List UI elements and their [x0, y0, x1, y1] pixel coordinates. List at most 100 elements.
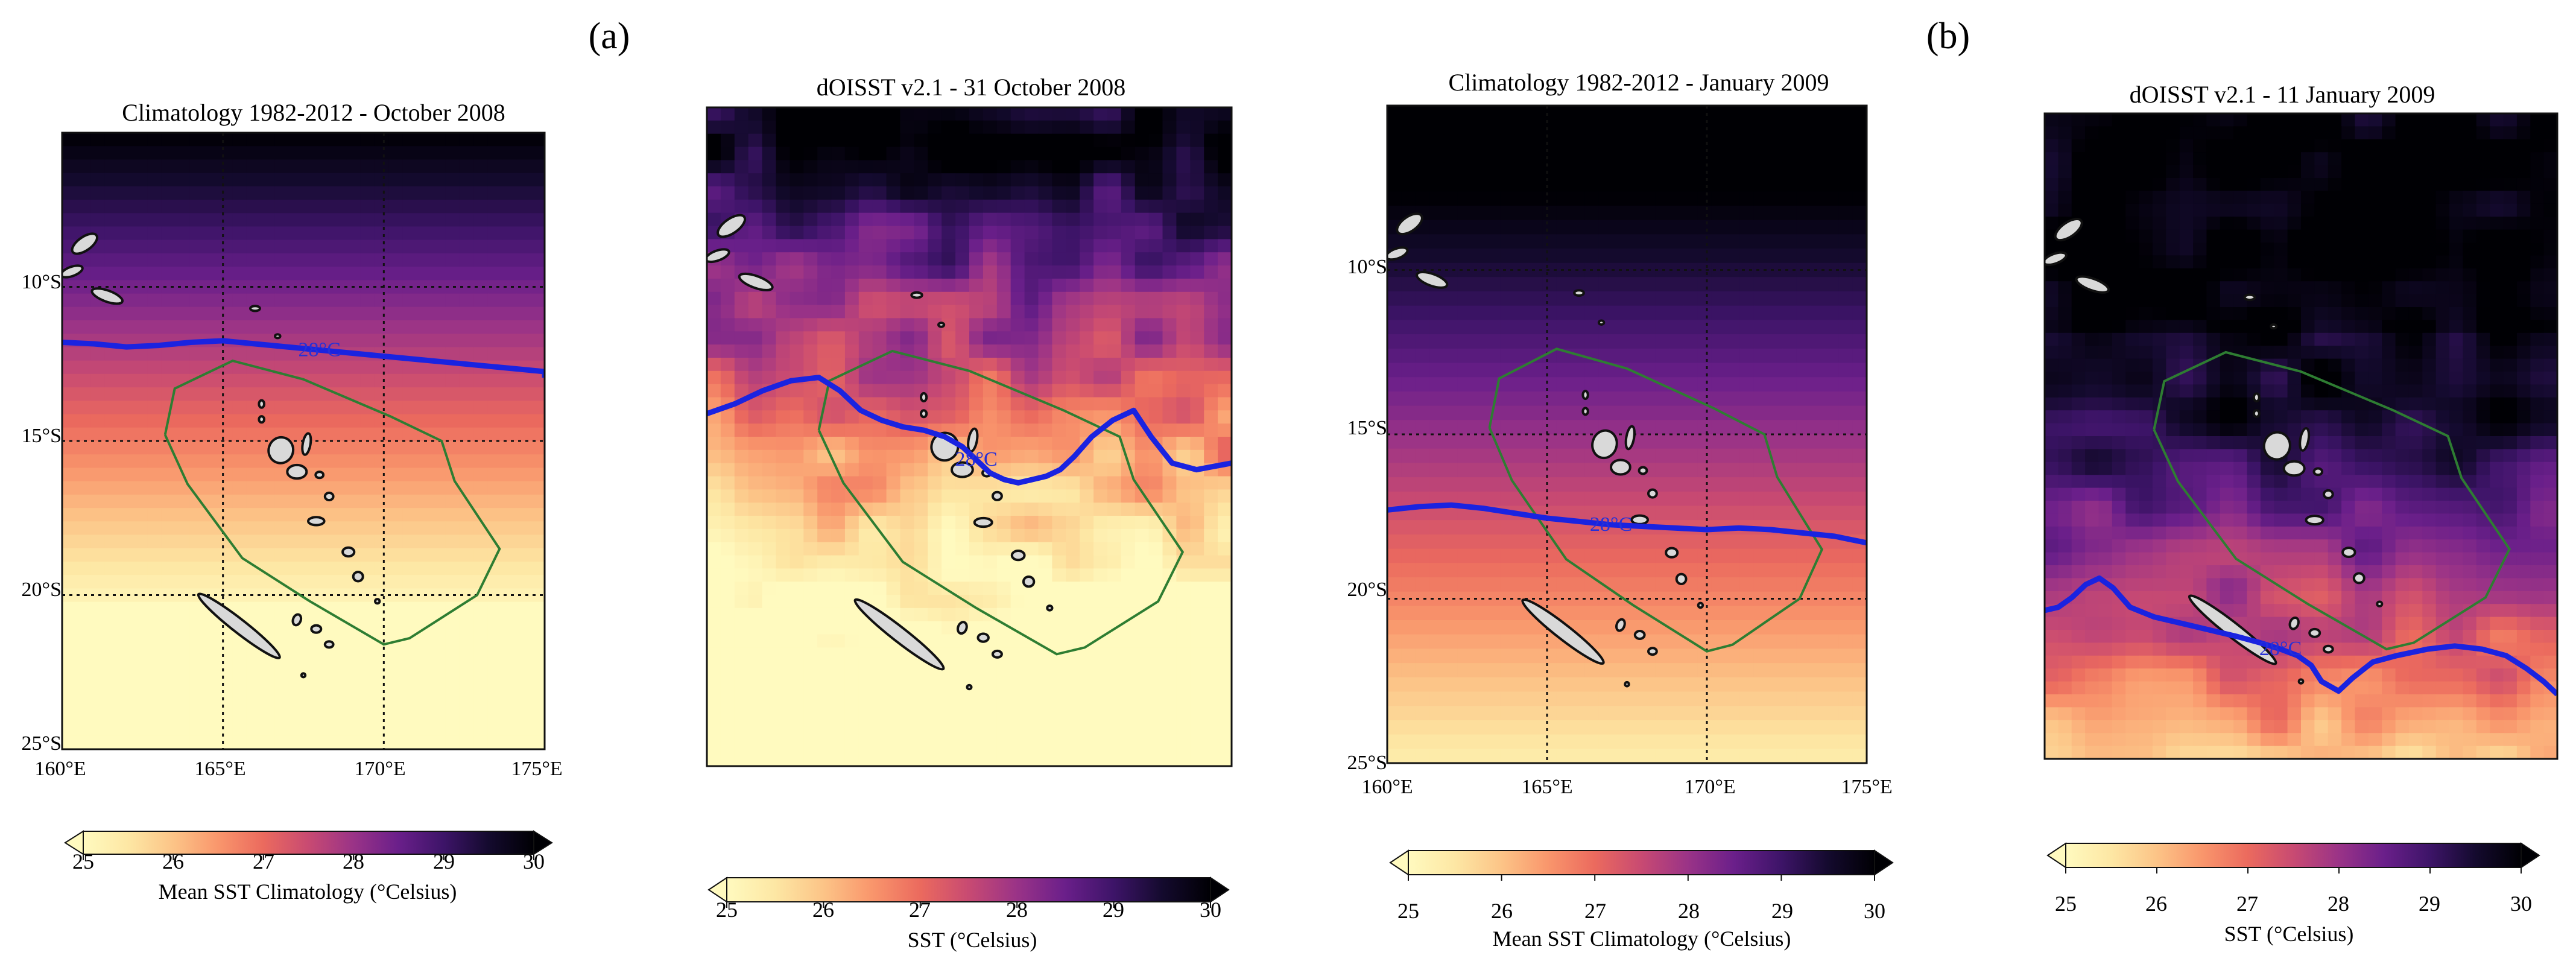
sst-cell [900, 107, 915, 121]
sst-cell [1782, 162, 1797, 178]
sst-cell [1010, 252, 1025, 266]
sst-cell [803, 107, 818, 121]
sst-cell [1204, 516, 1218, 530]
sst-cell [1697, 620, 1712, 635]
sst-cell [246, 668, 262, 683]
sst-cell [1669, 291, 1684, 306]
sst-cell [1176, 239, 1191, 253]
sst-cell [941, 568, 956, 582]
sst-cell [374, 441, 389, 455]
map-frame [706, 106, 1233, 767]
sst-cell [803, 595, 818, 609]
sst-cell [914, 305, 928, 319]
sst-cell [1148, 199, 1163, 214]
sst-cell [1838, 134, 1853, 149]
sst-cell [473, 481, 489, 495]
sst-cell [161, 601, 176, 616]
sst-cell [1401, 448, 1416, 464]
sst-cell [1093, 740, 1108, 753]
sst-cell [748, 160, 763, 174]
sst-cell [332, 320, 347, 334]
sst-cell [1080, 713, 1094, 728]
sst-cell [1598, 663, 1613, 678]
sst-cell [1457, 220, 1472, 235]
sst-cell [1514, 420, 1529, 435]
sst-cell [218, 213, 233, 227]
sst-cell [1107, 542, 1122, 556]
sst-cell [1641, 563, 1656, 578]
sst-cell [1080, 503, 1094, 516]
sst-cell [817, 186, 832, 200]
sst-cell [1148, 621, 1163, 635]
sst-cell [1838, 220, 1853, 235]
sst-cell [133, 414, 148, 428]
sst-cell [1655, 477, 1670, 492]
sst-cell [1190, 595, 1204, 609]
sst-cell [303, 200, 318, 214]
sst-cell [133, 494, 148, 509]
sst-cell [1542, 249, 1557, 264]
sst-cell [983, 212, 998, 227]
sst-cell [914, 331, 928, 345]
sst-cell [516, 722, 531, 737]
island [991, 490, 1003, 501]
sst-cell [189, 159, 204, 174]
sst-cell [1010, 239, 1025, 253]
sst-cell [831, 542, 846, 556]
sst-cell [941, 687, 956, 701]
sst-cell [374, 521, 389, 536]
sst-cell [459, 387, 474, 401]
sst-cell [1429, 405, 1445, 420]
sst-cell [1810, 277, 1825, 292]
sst-cell [502, 146, 517, 160]
sst-cell [928, 199, 942, 214]
sst-cell [161, 173, 176, 187]
sst-cell [360, 226, 375, 241]
sst-cell [886, 687, 901, 701]
sst-cell [1218, 147, 1232, 160]
sst-cell [1190, 107, 1204, 121]
sst-cell [955, 278, 970, 293]
sst-cell [502, 427, 517, 442]
sst-cell [1542, 277, 1557, 292]
sst-cell [346, 401, 361, 415]
sst-cell [1500, 677, 1515, 693]
sst-cell [872, 226, 887, 240]
sst-cell [803, 713, 818, 728]
sst-cell [1429, 205, 1445, 221]
sst-cell [459, 468, 474, 482]
sst-cell [1598, 205, 1613, 221]
sst-cell [914, 252, 928, 266]
sst-cell [189, 722, 204, 737]
island [957, 621, 968, 635]
sst-cell [516, 709, 531, 723]
sst-cell [996, 358, 1011, 372]
sst-cell [516, 347, 531, 361]
sst-cell [1669, 663, 1684, 678]
sst-cell [983, 674, 998, 688]
sst-cell [858, 621, 873, 635]
sst-cell [90, 601, 106, 616]
sst-cell [1739, 677, 1755, 693]
sst-cell [803, 542, 818, 556]
sst-cell [1824, 205, 1839, 221]
sst-cell [734, 239, 749, 253]
colorbar-label: SST (°Celsius) [908, 928, 1037, 952]
sst-cell [1655, 277, 1670, 292]
sst-cell [204, 401, 219, 415]
sst-cell [1162, 252, 1177, 266]
sst-cell [1556, 491, 1571, 507]
sst-cell [790, 212, 804, 227]
sst-cell [720, 607, 735, 622]
sst-cell [374, 306, 389, 321]
sst-cell [858, 120, 873, 135]
x-tick-label: 160°E [34, 758, 86, 780]
sst-cell [1613, 506, 1628, 521]
sst-cell [928, 318, 942, 332]
sst-cell [969, 344, 984, 358]
sst-cell [941, 384, 956, 398]
sst-cell [1080, 107, 1094, 121]
sst-cell [332, 682, 347, 696]
sst-cell [176, 253, 191, 267]
sst-cell [1176, 410, 1191, 424]
